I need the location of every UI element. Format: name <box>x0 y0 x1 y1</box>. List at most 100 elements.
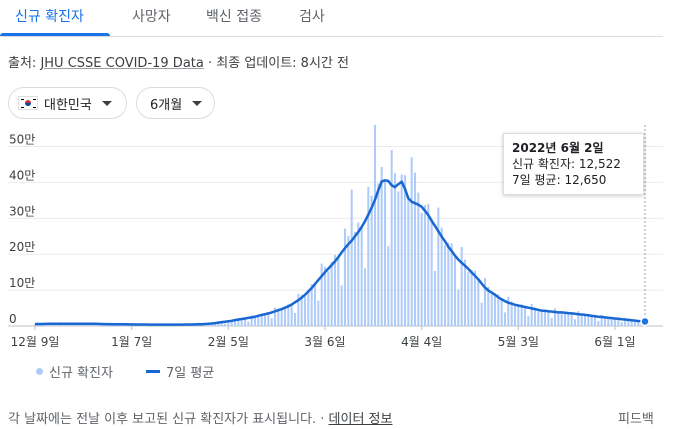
daily-case-bar <box>587 314 590 326</box>
daily-case-bar <box>250 315 253 326</box>
daily-case-bar <box>387 246 390 326</box>
daily-case-bar <box>513 305 517 326</box>
daily-case-bar <box>357 222 360 326</box>
daily-case-bar <box>483 277 487 326</box>
daily-case-bar <box>460 247 463 326</box>
daily-case-bar <box>570 313 573 326</box>
tab-new-cases[interactable]: 신규 확진자 <box>15 9 84 25</box>
source-separator: · <box>203 56 217 71</box>
daily-case-bar <box>223 323 227 326</box>
tooltip-cases: 신규 확진자: 12,522 <box>512 157 621 171</box>
daily-case-bar <box>400 174 403 326</box>
daily-case-bar <box>463 259 467 326</box>
y-tick-label: 50만 <box>9 133 35 147</box>
daily-case-bar <box>60 324 63 326</box>
daily-case-bar <box>633 320 637 326</box>
hover-point[interactable] <box>640 316 650 327</box>
daily-case-bar <box>333 254 337 326</box>
daily-case-bar <box>317 300 320 326</box>
y-tick-label: 10만 <box>9 276 35 290</box>
daily-case-bar <box>603 316 607 326</box>
daily-case-bar <box>267 313 270 326</box>
daily-case-bar <box>447 242 450 326</box>
daily-case-bar <box>457 289 460 326</box>
daily-case-bar <box>340 285 343 326</box>
daily-case-bar <box>533 307 537 326</box>
source-line: 출처: JHU CSSE COVID-19 Data · 최종 업데이트: 8시… <box>8 52 349 71</box>
daily-case-bar <box>213 322 217 326</box>
daily-case-bar <box>497 294 500 326</box>
x-axis-ticks: 12월 9일 1월 7일 2월 5일 3월 6일 4월 4일 5월 3일 6월 1일 <box>11 326 636 349</box>
daily-case-bar <box>320 263 323 326</box>
daily-case-bar <box>370 195 373 326</box>
last-updated: 최종 업데이트: 8시간 전 <box>216 56 349 71</box>
daily-case-bar <box>453 255 457 326</box>
daily-case-bar <box>200 325 203 326</box>
daily-case-bar <box>620 322 623 326</box>
daily-case-bar <box>550 318 553 326</box>
daily-case-bar <box>297 293 300 326</box>
daily-case-bar <box>407 198 410 326</box>
chevron-down-icon <box>192 100 203 106</box>
y-tick-label: 30만 <box>9 204 35 218</box>
daily-case-bar <box>573 319 577 326</box>
daily-case-bar <box>493 293 497 326</box>
region-dropdown[interactable]: 대한민국 <box>8 87 127 119</box>
daily-case-bar <box>327 271 330 326</box>
daily-case-bar <box>557 310 560 326</box>
daily-case-bar <box>607 318 610 326</box>
feedback-link[interactable]: 피드백 <box>618 412 654 427</box>
tab-vaccination[interactable]: 백신 접종 <box>206 9 262 25</box>
daily-case-bar <box>270 318 273 326</box>
daily-case-bar <box>260 314 263 326</box>
daily-case-bar <box>353 231 357 326</box>
daily-case-bar <box>433 270 437 326</box>
daily-case-bar <box>300 294 303 326</box>
daily-case-bar <box>363 268 367 326</box>
daily-case-bar <box>637 320 640 326</box>
daily-case-bar <box>540 309 543 326</box>
daily-case-bar <box>230 320 233 326</box>
daily-case-bar <box>350 189 353 326</box>
x-tick-label: 5월 3일 <box>498 335 539 349</box>
seven-day-average-line <box>35 179 646 326</box>
data-info-link[interactable]: 데이터 정보 <box>328 412 393 427</box>
source-link[interactable]: JHU CSSE COVID-19 Data <box>40 56 204 71</box>
daily-case-bar <box>490 294 493 326</box>
daily-case-bar <box>263 312 267 326</box>
daily-case-bar <box>303 296 307 326</box>
daily-case-bar <box>437 207 440 326</box>
daily-case-bar <box>507 296 510 326</box>
daily-case-bar <box>217 322 220 326</box>
daily-case-bar <box>543 309 547 326</box>
daily-case-bar <box>487 286 490 326</box>
daily-case-bar <box>553 308 557 326</box>
tab-testing[interactable]: 검사 <box>299 9 325 25</box>
daily-case-bar <box>413 172 417 326</box>
daily-case-bar <box>227 320 230 326</box>
daily-case-bar <box>220 322 223 326</box>
daily-case-bar <box>477 279 480 326</box>
daily-case-bar <box>583 315 587 326</box>
chart-grid <box>8 146 663 327</box>
daily-case-bar <box>467 271 470 326</box>
cases-chart: 0 10만 20만 30만 40만 50만 12월 9일 1월 7일 2월 5일 3월 6일 4월… <box>8 125 663 349</box>
daily-case-bar <box>627 319 630 326</box>
daily-case-bar <box>373 125 377 326</box>
daily-case-bar <box>527 315 530 326</box>
daily-case-bar <box>547 311 550 326</box>
daily-case-bar <box>383 180 387 326</box>
daily-case-bar <box>590 314 593 326</box>
tab-deaths[interactable]: 사망자 <box>132 9 171 25</box>
daily-case-bar <box>343 228 347 326</box>
daily-case-bar <box>510 301 513 326</box>
footer-note: 각 날짜에는 전날 이후 보고된 신규 확진자가 표시됩니다. · 데이터 정보 <box>8 412 393 427</box>
daily-case-bar <box>277 308 280 326</box>
daily-case-bar <box>237 319 240 326</box>
period-dropdown[interactable]: 6개월 <box>136 87 215 119</box>
daily-case-bar <box>257 316 260 326</box>
daily-case-bar <box>430 220 433 326</box>
source-prefix: 출처: <box>8 56 41 71</box>
daily-case-bar <box>37 324 40 326</box>
active-tab-indicator <box>0 33 110 36</box>
